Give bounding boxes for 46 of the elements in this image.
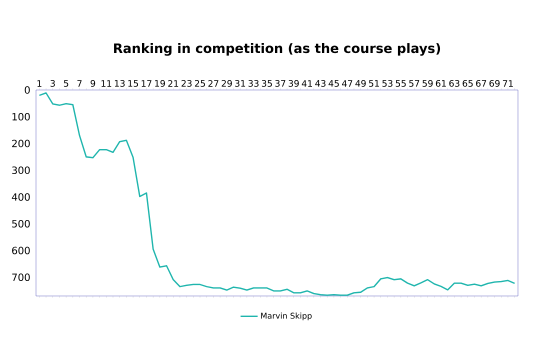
x-tick-label: 37 [275, 80, 286, 87]
x-tick-label: 41 [302, 80, 312, 87]
x-tick-label: 33 [248, 80, 259, 87]
y-tick-label: 500 [12, 220, 30, 228]
x-tick-label: 53 [382, 80, 392, 87]
x-tick-label: 21 [168, 80, 178, 87]
x-tick-label: 5 [64, 80, 68, 87]
y-tick-label: 300 [12, 166, 30, 174]
y-tick-label: 400 [12, 193, 30, 201]
x-tick-label: 61 [436, 80, 446, 87]
x-tick-label: 23 [182, 80, 192, 87]
x-tick-label: 11 [102, 80, 112, 87]
x-tick-label: 47 [342, 80, 352, 87]
x-tick-label: 59 [422, 80, 433, 87]
x-tick-label: 45 [328, 80, 339, 87]
x-tick-label: 43 [315, 80, 326, 87]
legend-label: Marvin Skipp [261, 312, 312, 320]
x-tick-label: 55 [396, 80, 406, 87]
y-tick-label: 0 [24, 86, 30, 94]
x-tick-label: 3 [50, 80, 55, 87]
x-tick-label: 7 [77, 80, 82, 87]
y-tick-label: 200 [12, 140, 30, 148]
x-tick-label: 31 [235, 80, 246, 87]
chart-title: Ranking in competition (as the course plays) [114, 43, 440, 56]
y-tick-label: 700 [12, 273, 30, 282]
x-tick-label: 69 [489, 80, 500, 87]
y-tick-label: 100 [12, 112, 30, 121]
x-tick-label: 49 [355, 80, 366, 87]
x-tick-label: 71 [502, 80, 513, 87]
x-tick-label: 17 [142, 80, 152, 87]
x-tick-label: 15 [128, 80, 138, 87]
x-tick-label: 19 [155, 80, 165, 87]
x-tick-label: 9 [90, 80, 96, 87]
x-tick-label: 29 [222, 80, 232, 87]
x-tick-label: 57 [409, 80, 420, 87]
x-tick-label: 25 [194, 80, 205, 87]
x-tick-label: 13 [114, 80, 125, 87]
x-tick-label: 35 [262, 80, 272, 87]
y-tick-label: 600 [12, 246, 30, 254]
x-tick-label: 39 [288, 80, 299, 87]
x-tick-label: 51 [369, 80, 379, 87]
x-tick-label: 67 [476, 80, 486, 87]
x-tick-label: 27 [208, 80, 218, 87]
x-tick-label: 1 [37, 80, 42, 87]
x-tick-label: 65 [462, 80, 473, 87]
x-tick-label: 63 [449, 80, 460, 87]
